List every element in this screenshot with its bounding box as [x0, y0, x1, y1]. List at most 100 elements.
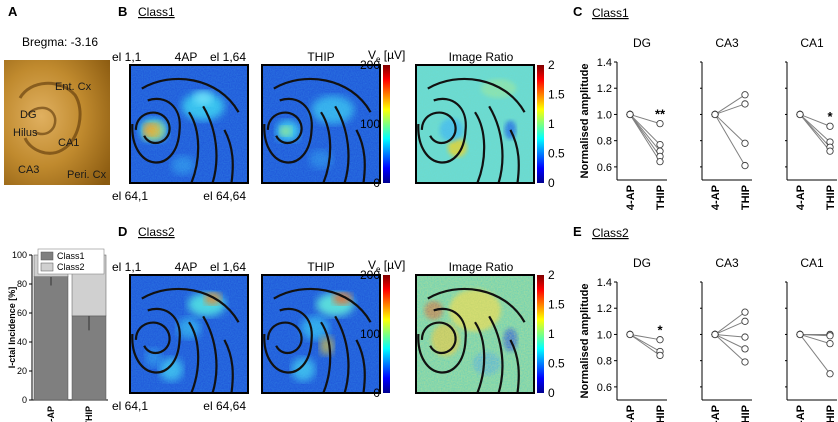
point-thip — [656, 140, 664, 149]
point-thip — [826, 122, 834, 130]
pair-line — [714, 114, 746, 166]
slice-photo — [4, 60, 110, 185]
anatomy-outline — [223, 339, 234, 393]
panel-a-slice: Bregma: -3.16 Ent. Cx DG Hilus CA1 CA3 P… — [4, 35, 110, 185]
map-image-ratio-panel: Image Ratio — [415, 260, 535, 394]
panel-label-e: E — [573, 224, 582, 239]
anatomy-outline — [141, 77, 240, 113]
x-label-4-ap: 4-AP — [710, 405, 722, 422]
pair-line — [629, 114, 661, 152]
map-4ap-heat — [130, 275, 248, 393]
e-class-title: Class2 — [592, 226, 629, 240]
region-hilus: Hilus — [13, 127, 38, 139]
map-4ap-frame — [129, 274, 249, 394]
slice-dg-outline — [26, 106, 57, 136]
pair-line — [629, 114, 661, 145]
map-image-ratio-heat — [416, 275, 534, 393]
ratio-tick-label: 1 — [548, 327, 555, 341]
bar-y-tick-label: 100 — [12, 250, 27, 260]
subplot-title: CA1 — [800, 36, 824, 50]
anatomy-outline — [488, 315, 504, 393]
point-thip — [656, 336, 664, 344]
x-label-thip: THIP — [740, 405, 752, 422]
significance-marker: * — [827, 109, 833, 124]
point-4ap — [626, 110, 634, 119]
legend-label-class1: Class1 — [57, 251, 85, 261]
significance-marker: * — [657, 323, 663, 338]
anatomy-outline — [188, 321, 200, 393]
class2-title-d: Class2 — [138, 225, 175, 239]
corner-label-tr: el 1,64 — [210, 260, 246, 274]
pair-line — [799, 114, 831, 152]
map-4ap-title: 4AP — [175, 50, 198, 64]
anatomy-outline — [141, 287, 240, 323]
map-thip-heat — [262, 65, 380, 183]
y-tick-label: 0.6 — [597, 382, 612, 394]
bregma-label: Bregma: -3.16 — [22, 35, 98, 49]
y-tick-label: 1.2 — [597, 303, 612, 315]
anatomy-outline — [223, 129, 234, 183]
anatomy-outline — [188, 111, 200, 183]
map-thip-heat — [262, 275, 380, 393]
point-thip — [656, 351, 664, 360]
x-label-4-ap: 4-AP — [710, 185, 722, 210]
c-subplot-dg: DG 0.6 0.8 1.0 1.2 1.4 ** 4-AP THIP — [597, 36, 667, 210]
bar-y-tick-label: 20 — [17, 366, 27, 376]
anatomy-outline — [273, 77, 372, 113]
point-thip — [741, 308, 749, 316]
panel-label-d: D — [118, 224, 127, 239]
ve-colorbar-label: Ve [µV] — [368, 48, 405, 64]
pair-line — [799, 333, 831, 337]
anatomy-outline — [474, 321, 486, 393]
ve-colorbar-label: Ve [µV] — [368, 258, 405, 274]
point-thip — [826, 370, 834, 378]
c-class-title: Class1 — [592, 6, 629, 20]
anatomy-outline — [488, 105, 504, 183]
anatomy-outline — [263, 307, 313, 374]
pair-line — [629, 333, 661, 341]
anatomy-outline — [131, 97, 181, 164]
legend-swatch-class2 — [40, 262, 54, 272]
anatomy-outline — [474, 111, 486, 183]
map-image-ratio-panel: Image Ratio — [415, 50, 535, 184]
map-image-ratio-title: Image Ratio — [449, 50, 514, 64]
point-thip — [741, 139, 749, 147]
c-y-axis-label: Normalised amplitude — [579, 64, 591, 179]
pair-line — [629, 113, 661, 125]
pair-line — [714, 114, 746, 144]
corner-label-tl: el 1,1 — [112, 260, 142, 274]
point-4ap — [711, 110, 719, 119]
ratio-tick-label: 2 — [548, 268, 555, 282]
corner-label-tl: el 1,1 — [112, 50, 142, 64]
anatomy-outline — [202, 315, 218, 393]
panel-a-bar-chart: 0 20 40 60 80 100 I-ctal Incidence [%] 4-AP THIP… — [7, 248, 108, 422]
x-label-thip: THIP — [825, 185, 837, 210]
panel-label-c: C — [573, 4, 583, 19]
y-tick-label: 0.6 — [597, 162, 612, 174]
ve-tick-label: 0 — [373, 386, 380, 400]
point-thip — [741, 91, 749, 99]
anatomy-outline — [266, 111, 303, 145]
panel-e-chart: Class2 Normalised amplitude DG 0.6 0.8 1.0 1.2… — [579, 226, 837, 422]
subplot-title: CA1 — [800, 256, 824, 270]
anatomy-outline — [334, 315, 350, 393]
region-peri-cx: Peri. Cx — [67, 169, 107, 181]
point-thip — [826, 332, 834, 340]
bar-y-tick-label: 40 — [17, 337, 27, 347]
point-thip — [741, 333, 749, 341]
ve-colorbar — [383, 65, 390, 183]
anatomy-outline — [417, 307, 467, 374]
anatomy-outline — [420, 111, 457, 145]
corner-label-br: el 64,64 — [203, 189, 246, 203]
pair-line — [714, 333, 746, 350]
ratio-tick-label: 0.5 — [548, 357, 565, 371]
bar-x-label-thip: THIP — [84, 406, 94, 422]
map-4ap-title: 4AP — [175, 260, 198, 274]
panel-label-b: B — [118, 4, 127, 19]
anatomy-outline — [509, 339, 520, 393]
ratio-tick-label: 1 — [548, 117, 555, 131]
point-thip — [741, 100, 749, 108]
corner-label-bl: el 64,1 — [112, 189, 148, 203]
ratio-tick-label: 1.5 — [548, 298, 565, 312]
x-label-4-ap: 4-AP — [795, 185, 807, 210]
